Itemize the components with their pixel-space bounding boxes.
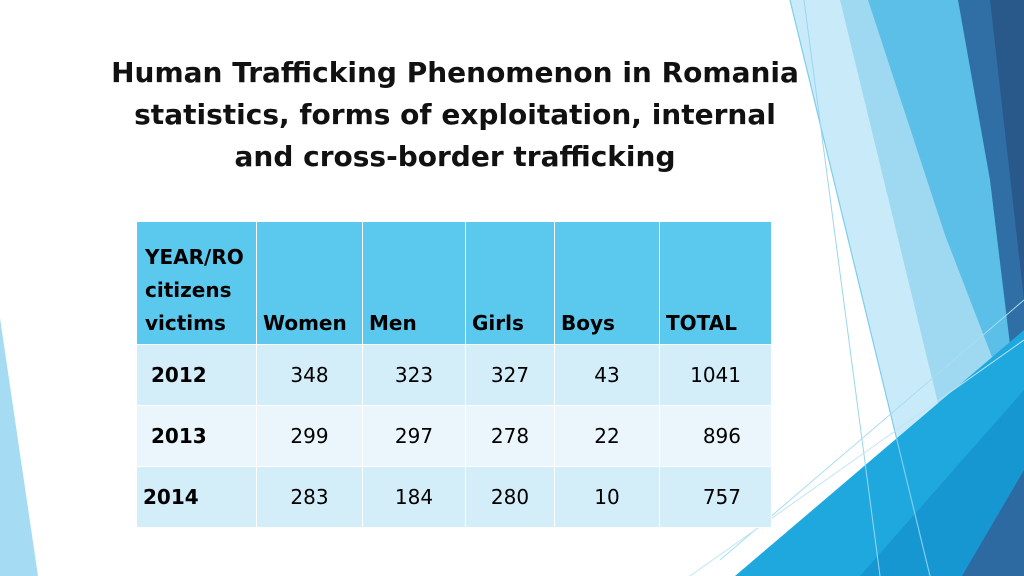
total-cell: 757 bbox=[659, 466, 772, 528]
slide-title: Human Trafficking Phenomenon in Romania … bbox=[60, 52, 850, 178]
diagonal-line-1 bbox=[789, 0, 931, 576]
year-cell: 2014 bbox=[136, 466, 257, 528]
header-women: Women bbox=[256, 221, 363, 345]
header-men: Men bbox=[362, 221, 466, 345]
men-cell: 184 bbox=[362, 466, 466, 528]
left-accent-shape bbox=[0, 318, 38, 576]
women-cell: 348 bbox=[256, 344, 363, 406]
right-navy-shape bbox=[990, 0, 1024, 300]
men-cell: 323 bbox=[362, 344, 466, 406]
header-girls: Girls bbox=[465, 221, 555, 345]
victims-statistics-table: YEAR/RO citizens victims Women Men Girls… bbox=[136, 221, 772, 528]
header-boys: Boys bbox=[554, 221, 660, 345]
men-cell: 297 bbox=[362, 405, 466, 467]
header-year-label-line-3: victims bbox=[145, 311, 226, 335]
table-row: 2013 299 297 278 22 896 bbox=[136, 405, 772, 467]
diagonal-line-2 bbox=[803, 0, 881, 576]
girls-cell: 327 bbox=[465, 344, 555, 406]
table-header-row: YEAR/RO citizens victims Women Men Girls… bbox=[136, 221, 772, 345]
slide-title-line-2: statistics, forms of exploitation, inter… bbox=[134, 98, 776, 131]
bottom-navy-shape bbox=[962, 470, 1024, 576]
header-year-label-line-2: citizens bbox=[145, 278, 232, 302]
women-cell: 299 bbox=[256, 405, 363, 467]
table-row: 2014 283 184 280 10 757 bbox=[136, 466, 772, 528]
header-total: TOTAL bbox=[659, 221, 772, 345]
year-cell: 2013 bbox=[136, 405, 257, 467]
women-cell: 283 bbox=[256, 466, 363, 528]
boys-cell: 10 bbox=[554, 466, 660, 528]
bottom-mid-shape bbox=[860, 390, 1024, 576]
year-cell: 2012 bbox=[136, 344, 257, 406]
slide-title-line-3: and cross-border trafficking bbox=[234, 140, 676, 173]
girls-cell: 278 bbox=[465, 405, 555, 467]
table-row: 2012 348 323 327 43 1041 bbox=[136, 344, 772, 406]
boys-cell: 43 bbox=[554, 344, 660, 406]
total-cell: 1041 bbox=[659, 344, 772, 406]
header-year-label-line-1: YEAR/RO bbox=[145, 245, 244, 269]
diagonal-line-4 bbox=[689, 339, 1024, 576]
girls-cell: 280 bbox=[465, 466, 555, 528]
total-cell: 896 bbox=[659, 405, 772, 467]
header-year-label: YEAR/RO citizens victims bbox=[136, 221, 257, 345]
boys-cell: 22 bbox=[554, 405, 660, 467]
slide-title-line-1: Human Trafficking Phenomenon in Romania bbox=[111, 56, 799, 89]
